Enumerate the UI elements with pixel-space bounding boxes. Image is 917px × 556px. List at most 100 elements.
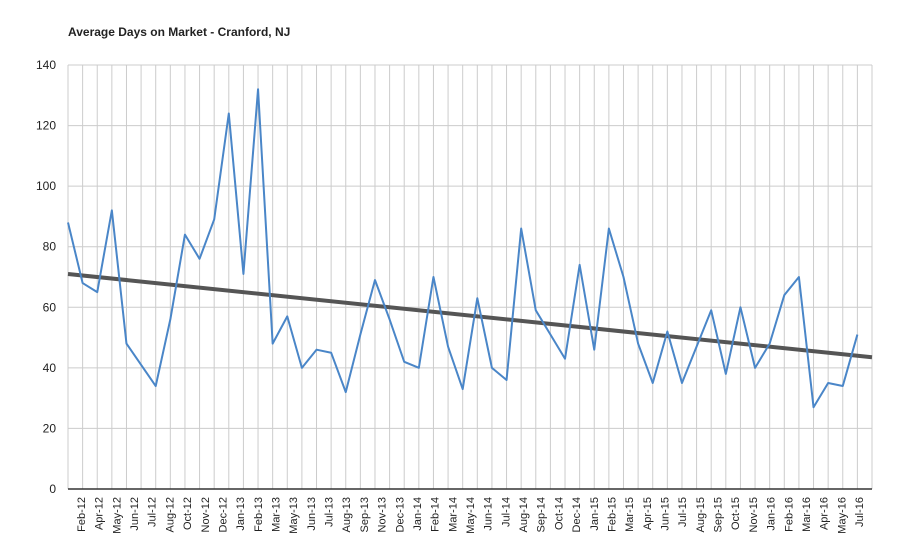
x-tick-label: Oct-12 — [182, 497, 194, 530]
x-tick-label: Dec-14 — [571, 497, 583, 532]
x-tick-label: Jun-15 — [660, 497, 672, 531]
series-line — [67, 88, 859, 409]
x-tick-label: Feb-13 — [253, 497, 265, 532]
data-point — [170, 319, 171, 320]
data-point — [272, 343, 273, 344]
data-point — [491, 367, 492, 368]
data-point — [433, 277, 434, 278]
y-tick-label: 120 — [36, 119, 56, 133]
x-tick-label: Nov-12 — [200, 497, 212, 532]
x-tick-label: May-13 — [288, 497, 300, 534]
data-point — [828, 383, 829, 384]
data-point — [97, 292, 98, 293]
x-tick-label: Jun-12 — [129, 497, 141, 531]
x-tick-label: Mar-14 — [447, 497, 459, 532]
data-point — [521, 228, 522, 229]
data-point — [696, 346, 697, 347]
x-tick-label: May-16 — [836, 497, 848, 534]
data-point — [681, 383, 682, 384]
gridlines — [67, 64, 873, 489]
data-point — [638, 343, 639, 344]
x-tick-label: Jul-16 — [854, 497, 866, 527]
x-tick-label: Jun-13 — [306, 497, 318, 531]
x-tick-label: Jul-14 — [500, 497, 512, 527]
data-point — [550, 334, 551, 335]
data-point — [725, 373, 726, 374]
y-tick-label: 140 — [36, 58, 56, 72]
data-point — [506, 379, 507, 380]
x-tick-label: Feb-15 — [606, 497, 618, 532]
data-point — [331, 352, 332, 353]
chart-title: Average Days on Market - Cranford, NJ — [68, 25, 291, 39]
trendline — [67, 271, 873, 360]
x-tick-label: Nov-13 — [377, 497, 389, 532]
x-tick-label: Apr-16 — [819, 497, 831, 530]
data-point — [740, 307, 741, 308]
data-point — [345, 392, 346, 393]
x-axis-tick-labels: Feb-12 Apr-12 May-12 Jun-12 Jul-12 Aug-12 Oct-… — [76, 497, 866, 534]
data-point — [608, 228, 609, 229]
y-tick-label: 20 — [43, 421, 57, 435]
data-point — [448, 346, 449, 347]
data-point — [155, 386, 156, 387]
x-tick-label: Aug-12 — [164, 497, 176, 532]
data-point — [82, 283, 83, 284]
data-point — [755, 367, 756, 368]
data-point — [111, 210, 112, 211]
x-tick-label: Jan-14 — [412, 497, 424, 531]
y-axis-tick-labels: 0 20 40 60 80 100 120 140 — [36, 58, 56, 496]
x-tick-label: Feb-16 — [783, 497, 795, 532]
data-point — [842, 386, 843, 387]
data-point — [711, 310, 712, 311]
data-point — [68, 222, 69, 223]
x-tick-label: Mar-15 — [624, 497, 636, 532]
data-point — [769, 343, 770, 344]
y-tick-label: 40 — [43, 361, 57, 375]
x-tick-label: Apr-12 — [94, 497, 106, 530]
x-tick-label: Jan-16 — [766, 497, 778, 531]
x-tick-label: Mar-13 — [271, 497, 283, 532]
x-tick-label: May-14 — [465, 497, 477, 534]
x-tick-label: Oct-14 — [553, 497, 565, 530]
data-point — [184, 234, 185, 235]
y-tick-label: 60 — [43, 300, 57, 314]
x-tick-label: Jan-13 — [235, 497, 247, 531]
x-tick-label: Apr-15 — [642, 497, 654, 530]
data-point — [535, 310, 536, 311]
y-tick-label: 100 — [36, 179, 56, 193]
data-point — [287, 316, 288, 317]
x-tick-label: Jan-15 — [589, 497, 601, 531]
data-point — [462, 389, 463, 390]
x-tick-label: Aug-15 — [695, 497, 707, 532]
x-tick-label: Nov-15 — [748, 497, 760, 532]
data-point — [594, 349, 595, 350]
data-point — [623, 277, 624, 278]
data-point — [418, 367, 419, 368]
data-point — [798, 277, 799, 278]
x-tick-label: Feb-14 — [430, 497, 442, 532]
x-tick-label: Dec-12 — [217, 497, 229, 532]
data-point — [813, 407, 814, 408]
y-tick-label: 80 — [43, 240, 57, 254]
data-point — [141, 364, 142, 365]
data-point — [301, 367, 302, 368]
data-point — [477, 298, 478, 299]
data-point — [360, 334, 361, 335]
x-tick-label: Jun-14 — [483, 497, 495, 531]
data-point — [404, 361, 405, 362]
x-tick-label: Jul-12 — [147, 497, 159, 527]
x-tick-label: Dec-13 — [394, 497, 406, 532]
data-point — [228, 113, 229, 114]
data-point — [667, 331, 668, 332]
series-layer — [67, 88, 859, 409]
x-tick-label: Sep-13 — [359, 497, 371, 532]
x-tick-label: Feb-12 — [76, 497, 88, 532]
data-point — [214, 219, 215, 220]
data-point — [199, 258, 200, 259]
x-tick-label: Sep-15 — [713, 497, 725, 532]
data-point — [579, 264, 580, 265]
x-tick-label: Sep-14 — [536, 497, 548, 532]
x-tick-label: Aug-13 — [341, 497, 353, 532]
data-point — [258, 89, 259, 90]
